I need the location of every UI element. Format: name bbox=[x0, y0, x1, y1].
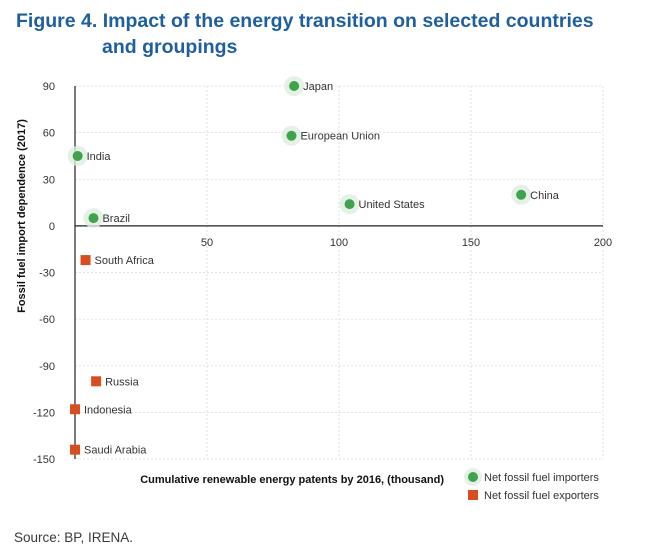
point-marker bbox=[70, 444, 80, 455]
y-tick-label: 90 bbox=[43, 81, 55, 93]
point-label: Japan bbox=[303, 81, 333, 93]
point-label: Brazil bbox=[102, 213, 130, 225]
point-label: India bbox=[87, 151, 112, 163]
point-label: Russia bbox=[105, 376, 140, 388]
x-axis-label: Cumulative renewable energy patents by 2… bbox=[140, 474, 444, 486]
x-tick-label: 200 bbox=[594, 237, 612, 249]
figure-title-line2: and groupings bbox=[102, 36, 238, 58]
y-tick-label: -150 bbox=[33, 454, 55, 466]
figure-number: Figure 4. bbox=[16, 10, 98, 32]
data-points: Japan European Union India United States Chi… bbox=[67, 76, 560, 457]
point-marker bbox=[80, 255, 91, 266]
figure-title: Figure 4. Impact of the energy transitio… bbox=[16, 8, 636, 60]
point-label: Indonesia bbox=[84, 404, 133, 416]
legend-swatch bbox=[468, 472, 478, 482]
point-marker bbox=[70, 404, 80, 415]
y-tick-label: -120 bbox=[33, 407, 55, 419]
legend: Net fossil fuel importers Net fossil fuel… bbox=[464, 468, 599, 502]
y-tick-label: -60 bbox=[39, 314, 55, 326]
figure-title-line1: Impact of the energy transition on selec… bbox=[102, 10, 594, 32]
point-label: China bbox=[530, 190, 560, 202]
point-marker bbox=[88, 213, 99, 224]
legend-label: Net fossil fuel importers bbox=[484, 472, 599, 484]
y-tick-label: 30 bbox=[43, 174, 55, 186]
grid bbox=[75, 85, 604, 460]
legend-label: Net fossil fuel exporters bbox=[484, 490, 599, 502]
point-marker bbox=[72, 150, 83, 161]
y-tick-label: -90 bbox=[39, 361, 55, 373]
y-tick-label: 60 bbox=[43, 128, 55, 140]
y-tick-label: -30 bbox=[39, 268, 55, 280]
point-marker bbox=[286, 130, 297, 141]
x-tick-label: 150 bbox=[462, 237, 480, 249]
x-tick-label: 100 bbox=[330, 237, 348, 249]
legend-swatch bbox=[468, 490, 478, 500]
x-tick-label: 50 bbox=[201, 237, 213, 249]
point-label: European Union bbox=[300, 131, 380, 143]
point-marker bbox=[344, 199, 355, 210]
point-label: Saudi Arabia bbox=[84, 445, 147, 457]
y-axis-label: Fossil fuel import dependence (2017) bbox=[16, 119, 28, 313]
source-note: Source: BP, IRENA. bbox=[14, 530, 134, 545]
y-tick-label: 0 bbox=[49, 221, 55, 233]
point-marker bbox=[289, 81, 300, 91]
point-marker bbox=[516, 189, 527, 200]
scatter-chart: 90 60 30 0 -30 -60 -90 -120 -150 50 100 150 200 Japa… bbox=[16, 76, 612, 502]
point-label: South Africa bbox=[95, 255, 155, 267]
point-label: United States bbox=[359, 199, 426, 211]
point-marker bbox=[91, 376, 102, 387]
